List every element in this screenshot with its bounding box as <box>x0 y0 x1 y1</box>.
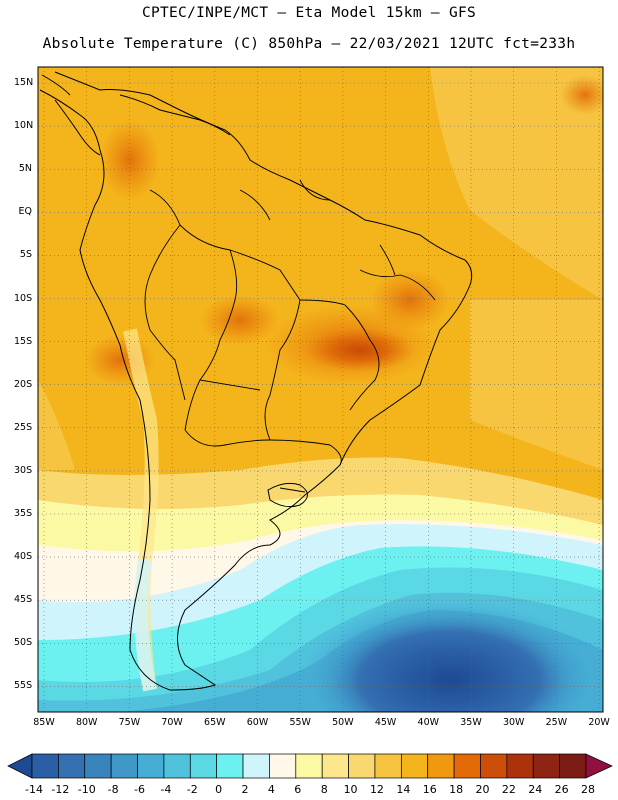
longitude-label: 55W <box>289 717 311 728</box>
latitude-label: 10N <box>14 120 34 132</box>
latitude-label: 55S <box>14 680 33 692</box>
colorbar-tick-label: -6 <box>134 783 145 796</box>
latitude-label: EQ <box>18 206 32 218</box>
colorbar-swatch <box>31 753 59 779</box>
colorbar-swatch <box>295 753 323 779</box>
colorbar-swatch <box>58 753 86 779</box>
colorbar-swatch <box>559 753 587 779</box>
colorbar-tick-label: 16 <box>422 783 437 796</box>
longitude-label: 40W <box>417 717 440 728</box>
colorbar-swatch <box>163 753 191 779</box>
map-frame <box>37 66 604 713</box>
colorbar-swatch <box>453 753 481 779</box>
chart-title: CPTEC/INPE/MCT – Eta Model 15km – GFS <box>141 5 477 21</box>
latitude-label: 5N <box>18 163 32 175</box>
longitude-label: 80W <box>75 717 98 728</box>
colorbar-swatch <box>321 753 349 779</box>
colorbar-swatch <box>242 753 270 779</box>
longitude-label: 25W <box>545 717 568 728</box>
colorbar-tick-label: -8 <box>107 783 119 796</box>
chart-subtitle: Absolute Temperature (C) 850hPa – 22/03/… <box>42 36 576 52</box>
colorbar-tick-label: 4 <box>267 783 275 796</box>
colorbar-tick-label: 12 <box>369 783 384 796</box>
colorbar-arrow-high <box>585 753 613 779</box>
colorbar-tick-label: -14 <box>25 783 43 796</box>
colorbar-swatch <box>348 753 376 779</box>
colorbar-tick-label: 20 <box>475 783 490 796</box>
colorbar-tick-label: 8 <box>320 783 328 796</box>
colorbar-swatch <box>84 753 112 779</box>
latitude-label: 45S <box>14 594 33 606</box>
colorbar-tick-label: 0 <box>215 783 223 796</box>
longitude-label: 45W <box>374 717 397 728</box>
latitude-label: 30S <box>14 464 33 476</box>
colorbar-tick-label: 6 <box>294 783 302 796</box>
country-borders <box>144 179 436 466</box>
temperature-field <box>38 67 603 712</box>
colorbar-swatch <box>532 753 560 779</box>
latitude-label: 5S <box>19 249 32 261</box>
colorbar-tick-label: 2 <box>241 783 249 796</box>
colorbar <box>7 753 613 779</box>
colorbar-swatch <box>374 753 402 779</box>
longitude-label: 85W <box>33 717 55 728</box>
latitude-label: 20S <box>14 378 33 390</box>
colorbar-tick-label: -10 <box>77 783 96 796</box>
latitude-label: 25S <box>14 421 33 433</box>
longitude-label: 65W <box>204 717 226 728</box>
latitude-label: 15N <box>14 77 34 88</box>
longitude-label: 30W <box>502 717 525 728</box>
colorbar-tick-label: -12 <box>51 783 70 796</box>
colorbar-swatch <box>189 753 218 779</box>
colorbar-swatch <box>480 753 508 779</box>
colorbar-tick-label: 10 <box>343 783 358 796</box>
longitude-label: 50W <box>332 717 354 728</box>
colorbar-swatch <box>110 753 138 779</box>
colorbar-swatch <box>506 753 534 779</box>
longitude-label: 75W <box>118 717 141 728</box>
longitude-label: 70W <box>161 717 183 728</box>
colorbar-swatch <box>427 753 455 779</box>
colorbar-swatch <box>137 753 165 779</box>
colorbar-tick-label: 26 <box>554 783 569 796</box>
longitude-label: 60W <box>246 717 269 728</box>
longitude-label: 20W <box>588 717 610 728</box>
colorbar-swatch <box>400 753 429 779</box>
latitude-label: 50S <box>14 637 33 649</box>
latitude-label: 35S <box>14 508 33 519</box>
longitude-label: 35W <box>460 717 482 728</box>
latitude-label: 10S <box>14 292 33 304</box>
colorbar-swatch <box>216 753 244 779</box>
colorbar-tick-label: -4 <box>160 783 172 796</box>
coastline <box>39 71 473 691</box>
latitude-label: 15S <box>14 335 33 347</box>
colorbar-tick-label: 22 <box>501 783 516 796</box>
colorbar-arrow-low <box>7 753 33 779</box>
colorbar-tick-label: 14 <box>396 783 411 796</box>
colorbar-swatch <box>269 753 297 779</box>
colorbar-tick-label: 24 <box>528 783 543 796</box>
colorbar-tick-label: 28 <box>581 783 595 796</box>
latitude-label: 40S <box>14 551 33 563</box>
colorbar-tick-label: -2 <box>186 783 198 796</box>
colorbar-tick-label: 18 <box>449 783 464 796</box>
